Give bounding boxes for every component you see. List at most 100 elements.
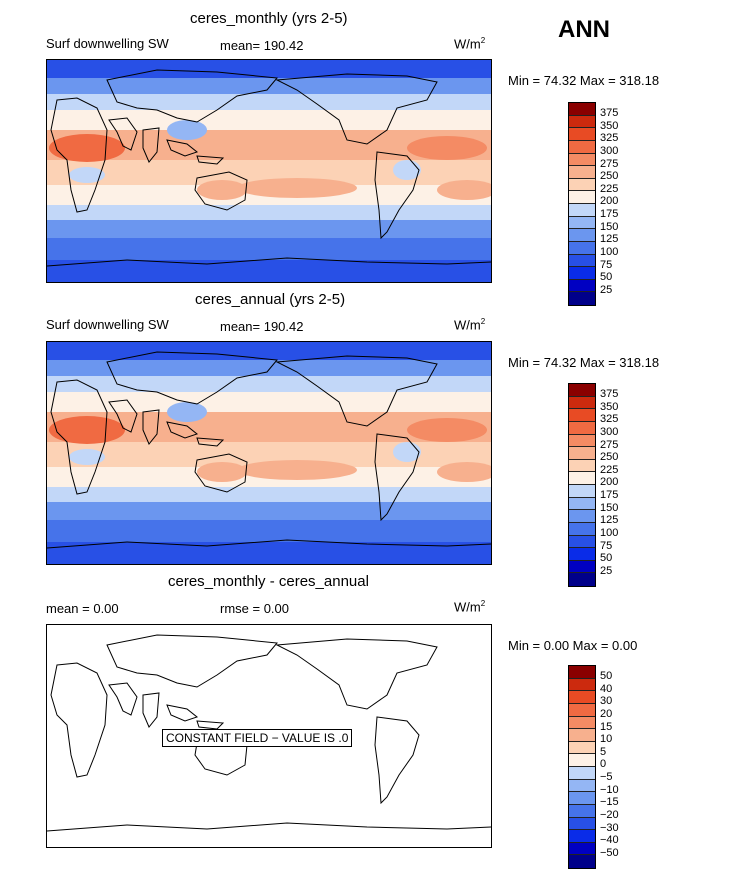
colorbar-swatch [569, 855, 595, 868]
coastline [106, 634, 278, 688]
colorbar-tick-label: 275 [600, 438, 619, 451]
field-blob [197, 462, 247, 482]
units-label: W/m2 [454, 36, 486, 52]
coastline [47, 539, 491, 549]
field-band [47, 260, 491, 282]
units-label: W/m2 [454, 599, 486, 615]
colorbar-tick-label: 25 [600, 283, 613, 296]
coastline [108, 682, 138, 716]
colorbar-tick-label: 50 [600, 271, 613, 284]
colorbar-tick-label: 125 [600, 514, 619, 527]
field-band [47, 94, 491, 110]
map-surface-sw [46, 59, 492, 283]
coastline [194, 171, 248, 211]
colorbar-tick-label: 150 [600, 220, 619, 233]
colorbar-tick-label: 30 [600, 695, 613, 708]
colorbar-tick-label: 275 [600, 157, 619, 170]
colorbar-tick-label: −40 [600, 834, 619, 847]
colorbar [568, 665, 596, 869]
colorbar-tick-label: −30 [600, 821, 619, 834]
colorbar-swatch [569, 779, 595, 793]
colorbar-swatch [569, 115, 595, 129]
colorbar-tick-label: −50 [600, 846, 619, 859]
colorbar-tick-label: 0 [600, 758, 607, 771]
colorbar-swatch [569, 254, 595, 268]
colorbar-tick-label: 75 [600, 539, 613, 552]
coastline [47, 822, 491, 832]
colorbar-swatch [569, 229, 595, 242]
min-max-label: Min = 0.00 Max = 0.00 [508, 638, 638, 653]
colorbar-swatch [569, 153, 595, 167]
colorbar-swatch [569, 241, 595, 255]
rmse-value: rmse = 0.00 [220, 601, 290, 616]
colorbar-tick-label: −5 [600, 771, 613, 784]
coastline [166, 139, 199, 157]
colorbar-swatch [569, 535, 595, 549]
colorbar-swatch [569, 459, 595, 473]
coastline [374, 151, 420, 240]
panel-title: ceres_monthly - ceres_annual [168, 573, 369, 590]
colorbar-tick-label: 20 [600, 707, 613, 720]
colorbar [568, 383, 596, 587]
panel-title: ceres_annual (yrs 2-5) [195, 291, 346, 308]
variable-label: Surf downwelling SW [46, 36, 169, 51]
colorbar-tick-label: 200 [600, 476, 619, 489]
colorbar-tick-label: 225 [600, 463, 619, 476]
variable-label: Surf downwelling SW [46, 317, 169, 332]
field-blob [207, 137, 347, 153]
colorbar-swatch [569, 409, 595, 422]
field-band [47, 205, 491, 220]
field-band [47, 502, 491, 520]
coastline [142, 127, 160, 163]
coastline [166, 704, 199, 722]
colorbar-tick-label: 300 [600, 144, 619, 157]
coastline [374, 433, 420, 522]
colorbar-tick-label: 15 [600, 720, 613, 733]
field-blob [69, 449, 105, 465]
colorbar-tick-label: 125 [600, 233, 619, 246]
field-blob [393, 442, 421, 462]
season-label: ANN [558, 16, 610, 43]
coastline [275, 638, 438, 710]
field-blob [237, 460, 357, 480]
field-band [47, 78, 491, 94]
colorbar-tick-label: 225 [600, 182, 619, 195]
map-canvas [47, 60, 491, 282]
field-band [47, 360, 491, 376]
colorbar-tick-label: 375 [600, 107, 619, 119]
field-band [47, 392, 491, 412]
colorbar-swatch [569, 384, 595, 397]
colorbar-swatch [569, 178, 595, 192]
colorbar-swatch [569, 678, 595, 692]
colorbar-swatch [569, 497, 595, 511]
constant-field-note: CONSTANT FIELD − VALUE IS .0 [162, 729, 353, 747]
coastline [50, 379, 108, 495]
field-blob [167, 120, 207, 140]
colorbar-swatch [569, 573, 595, 586]
colorbar-swatch [569, 140, 595, 154]
min-max-label: Min = 74.32 Max = 318.18 [508, 73, 660, 88]
colorbar-swatch [569, 522, 595, 536]
colorbar-swatch [569, 204, 595, 217]
coastline [374, 716, 420, 805]
coastline [106, 69, 278, 123]
field-band [47, 60, 491, 78]
min-max-label: Min = 74.32 Max = 318.18 [508, 355, 660, 370]
field-blob [437, 462, 491, 482]
colorbar-swatch [569, 510, 595, 523]
colorbar-swatch [569, 666, 595, 679]
colorbar-tick-label: 25 [600, 564, 613, 577]
field-band [47, 342, 491, 360]
units-label: W/m2 [454, 317, 486, 333]
colorbar-swatch [569, 817, 595, 831]
colorbar-swatch [569, 485, 595, 498]
colorbar-tick-label: 100 [600, 527, 619, 540]
coastline [47, 257, 491, 267]
colorbar-swatch [569, 767, 595, 780]
colorbar-tick-label: −10 [600, 783, 619, 796]
colorbar-swatch [569, 267, 595, 280]
field-band [47, 487, 491, 502]
colorbar-tick-label: 250 [600, 451, 619, 464]
colorbar-tick-label: 75 [600, 258, 613, 271]
colorbar-swatch [569, 804, 595, 818]
